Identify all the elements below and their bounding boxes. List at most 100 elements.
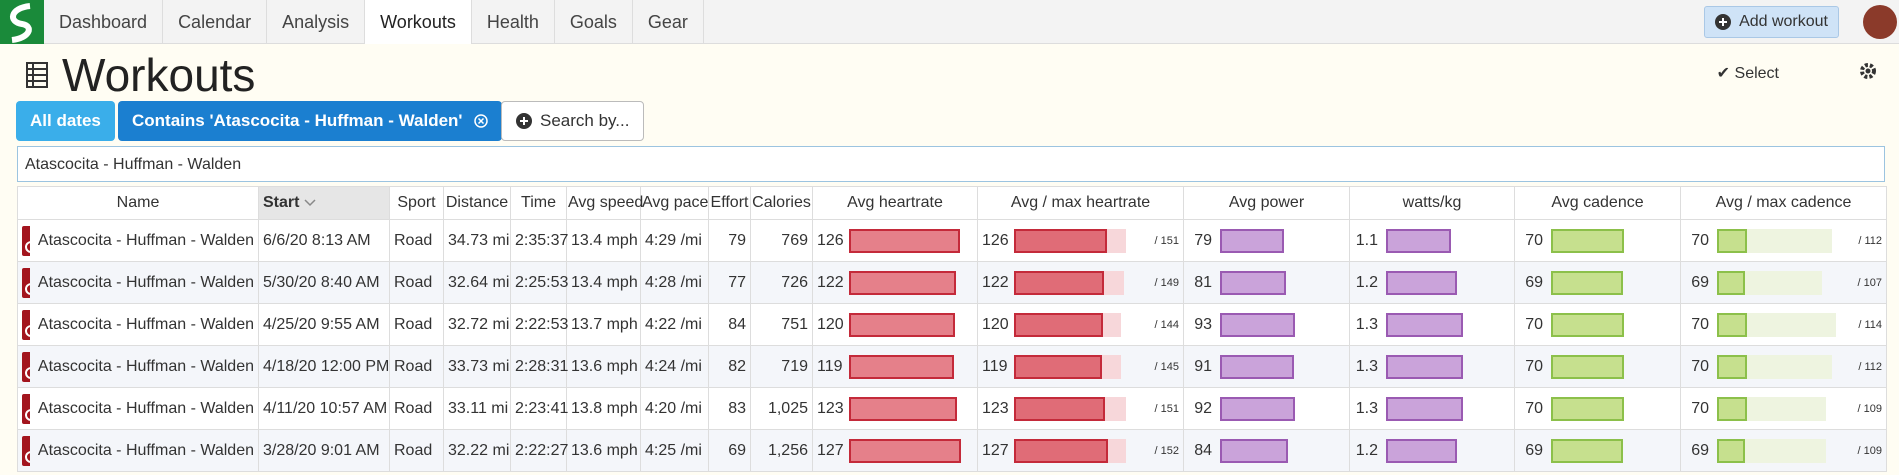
column-header[interactable]: Avg cadence: [1514, 186, 1681, 220]
max_heartrate-cell: 126 / 151: [977, 219, 1184, 262]
column-header[interactable]: Avg / max cadence: [1680, 186, 1887, 220]
column-header[interactable]: Avg power: [1183, 186, 1350, 220]
max_heartrate-cell: 123 / 151: [977, 387, 1184, 430]
distance-text: 33.73 mi: [448, 357, 510, 375]
add-workout-button[interactable]: Add workout: [1704, 6, 1839, 38]
start-text: 4/11/20 10:57 AM: [263, 399, 388, 417]
column-header-label: Avg pace: [642, 194, 709, 211]
watts-per-kg-cell: 1.2: [1354, 438, 1510, 463]
all-dates-button[interactable]: All dates: [16, 101, 115, 141]
avg-cadence-bar: [1551, 228, 1624, 253]
name-cell: Atascocita - Huffman - Walden: [17, 219, 259, 262]
avg_power-cell: 93: [1183, 303, 1350, 346]
column-header[interactable]: Time: [510, 186, 567, 220]
sport-text: Road: [394, 441, 433, 459]
workout-row[interactable]: Atascocita - Huffman - Walden 3/28/20 9:0…: [17, 429, 1887, 472]
column-header-label: Sport: [397, 194, 436, 211]
avg-cadence-value: 70: [1525, 315, 1543, 333]
avatar[interactable]: [1863, 5, 1897, 39]
calories-cell: 1,256: [750, 429, 813, 472]
workout-name[interactable]: Atascocita - Huffman - Walden: [37, 357, 254, 375]
sport-text: Road: [394, 273, 433, 291]
column-header[interactable]: Start: [258, 186, 390, 220]
column-header[interactable]: Avg pace: [640, 186, 709, 220]
avg-pace-text: 4:29 /mi: [645, 231, 702, 249]
column-header-label: Avg / max heartrate: [1010, 194, 1151, 211]
workout-row[interactable]: Atascocita - Huffman - Walden 6/6/20 8:13…: [17, 219, 1887, 262]
distance-cell: 32.64 mi: [443, 261, 511, 304]
watts_per_kg-cell: 1.2: [1349, 261, 1515, 304]
avg-cadence-bar: [1551, 438, 1623, 463]
workouts-table: Name Start Sport Distance Time Avg speed Avg …: [17, 186, 1887, 472]
effort-cell: 79: [708, 219, 751, 262]
avg-heartrate-cell: 123: [817, 396, 973, 421]
cadence-range-avg-value: 69: [1691, 441, 1709, 459]
watts-per-kg-bar: [1386, 270, 1457, 295]
avg-heartrate-bar: [849, 228, 960, 253]
search-input[interactable]: Atascocita - Huffman - Walden: [17, 146, 1885, 182]
column-header[interactable]: Avg heartrate: [812, 186, 978, 220]
column-header[interactable]: Distance: [443, 186, 511, 220]
contains-filter[interactable]: Contains 'Atascocita - Huffman - Walden': [118, 101, 503, 141]
column-header[interactable]: Sport: [389, 186, 444, 220]
column-header-label: Avg power: [1228, 194, 1305, 211]
nav-tab[interactable]: Analysis: [267, 0, 366, 44]
workout-row[interactable]: Atascocita - Huffman - Walden 5/30/20 8:4…: [17, 261, 1887, 304]
workout-row[interactable]: Atascocita - Huffman - Walden 4/11/20 10:…: [17, 387, 1887, 430]
cadence-range-cell: 70 / 112: [1685, 354, 1882, 379]
heartrate-range-max-bar: [1014, 438, 1127, 463]
calories-text: 1,025: [767, 399, 808, 417]
nav-tab[interactable]: Health: [472, 0, 555, 44]
avg-power-cell: 84: [1188, 438, 1345, 463]
cadence-range-avg-value: 70: [1691, 357, 1709, 375]
nav-tab[interactable]: Calendar: [163, 0, 268, 44]
nav-tab[interactable]: Goals: [555, 0, 633, 44]
avg-power-bar: [1220, 228, 1284, 253]
avg_power-cell: 79: [1183, 219, 1350, 262]
column-header-label: Name: [116, 194, 160, 211]
heartrate-range-max-bar: [1014, 396, 1126, 421]
avg_heartrate-cell: 127: [812, 429, 978, 472]
workout-row[interactable]: Atascocita - Huffman - Walden 4/25/20 9:5…: [17, 303, 1887, 346]
workout-name[interactable]: Atascocita - Huffman - Walden: [37, 315, 254, 333]
calories-text: 1,256: [767, 441, 808, 459]
avg-power-cell: 93: [1188, 312, 1345, 337]
select-button[interactable]: ✔ Select: [1716, 65, 1779, 82]
column-header-label: watts/kg: [1402, 194, 1462, 211]
cadence-range-max-bar: [1717, 396, 1827, 421]
workout-name[interactable]: Atascocita - Huffman - Walden: [37, 399, 254, 417]
table-icon: [26, 62, 48, 88]
avg-pace-text: 4:28 /mi: [645, 273, 702, 291]
avg_power-cell: 84: [1183, 429, 1350, 472]
avg-cadence-cell: 69: [1519, 438, 1676, 463]
column-header[interactable]: watts/kg: [1349, 186, 1515, 220]
distance-text: 33.11 mi: [448, 399, 509, 417]
add-workout-label: Add workout: [1739, 13, 1828, 30]
column-header[interactable]: Avg speed: [566, 186, 643, 220]
search-by-button[interactable]: Search by...: [501, 101, 645, 141]
nav-tab[interactable]: Workouts: [365, 0, 472, 44]
calories-text: 769: [781, 231, 808, 249]
watts-per-kg-bar: [1386, 312, 1463, 337]
heartrate-range-max-label: / 152: [1154, 444, 1179, 457]
workout-name[interactable]: Atascocita - Huffman - Walden: [37, 273, 254, 291]
remove-icon[interactable]: [474, 114, 489, 128]
logo[interactable]: [0, 0, 44, 44]
avg_cadence-cell: 70: [1514, 387, 1681, 430]
column-header[interactable]: Name: [17, 186, 259, 220]
column-header[interactable]: Avg / max heartrate: [977, 186, 1184, 220]
nav-tab[interactable]: Gear: [633, 0, 704, 44]
all-dates-label: All dates: [30, 111, 101, 130]
column-header[interactable]: Effort: [708, 186, 751, 220]
column-header[interactable]: Calories: [750, 186, 813, 220]
settings-icon[interactable]: [1859, 62, 1877, 80]
calories-cell: 751: [750, 303, 813, 346]
nav-tab[interactable]: Dashboard: [44, 0, 164, 44]
effort-cell: 84: [708, 303, 751, 346]
avg_pace-cell: 4:20 /mi: [640, 387, 709, 430]
workout-name[interactable]: Atascocita - Huffman - Walden: [37, 441, 254, 459]
effort-text: 84: [728, 315, 746, 333]
workout-name[interactable]: Atascocita - Huffman - Walden: [37, 231, 254, 249]
time-cell: 2:22:53: [510, 303, 568, 346]
workout-row[interactable]: Atascocita - Huffman - Walden 4/18/20 12:…: [17, 345, 1887, 388]
